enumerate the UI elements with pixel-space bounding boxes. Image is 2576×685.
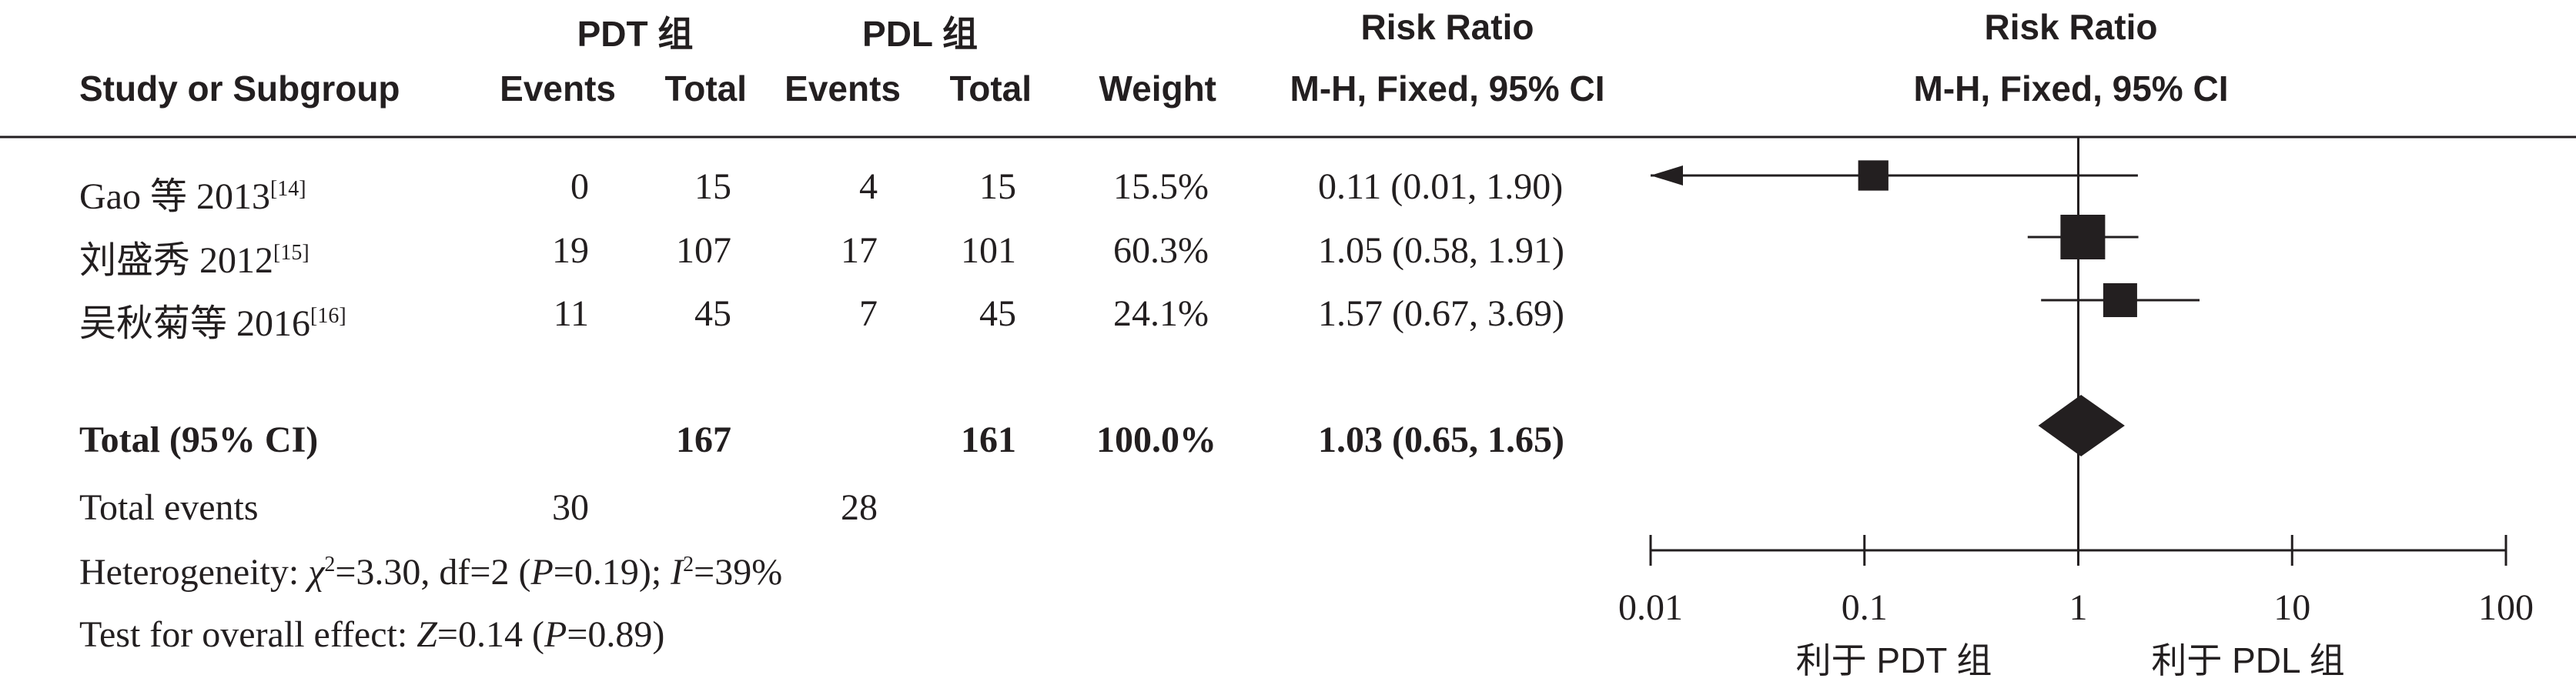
plot-title: Risk Ratio [1984, 7, 2158, 47]
study-column-header: Study or Subgroup [79, 68, 400, 109]
x-tick-label: 1 [2069, 587, 2088, 628]
total2-value: 15 [979, 166, 1016, 207]
total1-value: 107 [676, 230, 731, 271]
x-tick-label: 0.01 [1618, 587, 1683, 628]
favours-left-label: 利于 PDT 组 [1795, 640, 1992, 680]
ci-value: 1.57 (0.67, 3.69) [1318, 293, 1564, 334]
total1-value: 45 [694, 293, 731, 334]
heterogeneity-line: Heterogeneity: χ2=3.30, df=2 (P=0.19); I… [79, 552, 783, 593]
rr-column-method: M-H, Fixed, 95% CI [1290, 68, 1605, 109]
study-name: 吴秋菊等 2016[16] [79, 303, 346, 344]
events2-column-header: Events [785, 68, 901, 109]
weight-value: 24.1% [1113, 293, 1209, 334]
total2-column-header: Total [949, 68, 1032, 109]
plot-method: M-H, Fixed, 95% CI [1913, 68, 2229, 109]
x-tick-label: 10 [2273, 587, 2310, 628]
group1-header: PDT 组 [577, 14, 694, 54]
total1-sum: 167 [676, 419, 731, 460]
total-events-label: Total events [79, 487, 259, 528]
favours-right-label: 利于 PDL 组 [2151, 640, 2345, 680]
effect-square [1858, 160, 1889, 191]
rr-column-title: Risk Ratio [1360, 7, 1534, 47]
ci-value: 1.05 (0.58, 1.91) [1318, 230, 1564, 271]
events1-value: 0 [570, 166, 589, 207]
events2-value: 4 [859, 166, 878, 207]
weight-column-header: Weight [1099, 68, 1216, 109]
total1-value: 15 [694, 166, 731, 207]
total-weight: 100.0% [1096, 419, 1216, 460]
total2-value: 45 [979, 293, 1016, 334]
total2-sum: 161 [961, 419, 1016, 460]
study-name: 刘盛秀 2012[15] [79, 240, 309, 281]
ci-arrow [1651, 165, 1683, 185]
weight-value: 15.5% [1113, 166, 1209, 207]
events2-value: 17 [841, 230, 878, 271]
effect-square [2060, 215, 2106, 259]
group2-header: PDL 组 [862, 14, 978, 54]
x-tick-label: 100 [2478, 587, 2534, 628]
total1-column-header: Total [664, 68, 747, 109]
summary-diamond [2038, 395, 2125, 456]
events1-value: 11 [553, 293, 589, 334]
x-tick-label: 0.1 [1842, 587, 1888, 628]
events2-value: 7 [859, 293, 878, 334]
events1-value: 19 [552, 230, 589, 271]
overall-effect-line: Test for overall effect: Z=0.14 (P=0.89) [79, 614, 665, 655]
total-ci: 1.03 (0.65, 1.65) [1318, 419, 1564, 460]
ci-value: 0.11 (0.01, 1.90) [1318, 166, 1564, 207]
effect-square [2103, 282, 2137, 318]
total2-value: 101 [961, 230, 1016, 271]
weight-value: 60.3% [1113, 230, 1209, 271]
events1-column-header: Events [500, 68, 616, 109]
study-name: Gao 等 2013[14] [79, 176, 306, 217]
total-label: Total (95% CI) [79, 419, 319, 460]
total-events1: 30 [552, 487, 589, 528]
total-events2: 28 [841, 487, 878, 528]
